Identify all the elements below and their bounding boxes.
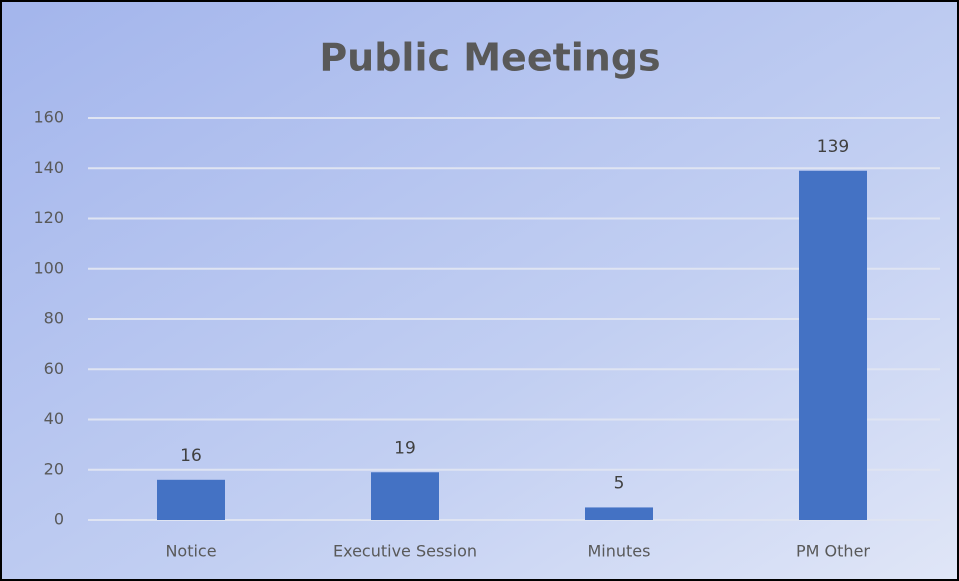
bar	[157, 479, 225, 520]
bar	[585, 507, 653, 520]
bar	[371, 472, 439, 520]
y-tick-label: 80	[44, 309, 64, 328]
y-tick-label: 120	[33, 208, 64, 227]
x-tick-label: Notice	[165, 542, 216, 561]
data-label: 139	[817, 137, 849, 157]
data-label: 19	[394, 438, 416, 458]
x-tick-label: PM Other	[796, 542, 870, 561]
y-tick-label: 20	[44, 459, 64, 478]
x-tick-label: Executive Session	[333, 542, 477, 561]
y-tick-label: 100	[33, 258, 64, 277]
chart-title: Public Meetings	[319, 36, 660, 80]
y-tick-label: 60	[44, 359, 64, 378]
data-label: 5	[614, 473, 625, 493]
x-tick-label: Minutes	[588, 542, 651, 561]
y-tick-label: 140	[33, 158, 64, 177]
bar	[799, 170, 867, 520]
y-tick-label: 160	[33, 108, 64, 127]
y-tick-label: 40	[44, 409, 64, 428]
y-tick-label: 0	[54, 510, 64, 529]
data-label: 16	[180, 446, 202, 466]
